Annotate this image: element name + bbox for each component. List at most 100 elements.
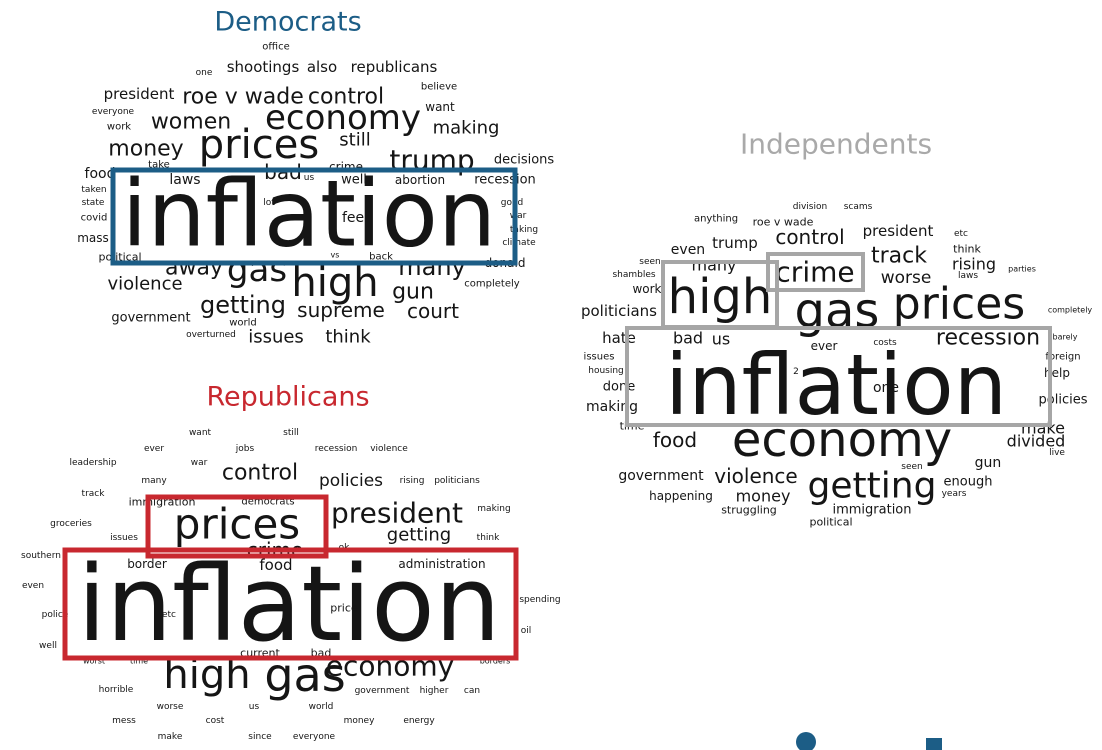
- cloud-word: think: [477, 533, 500, 543]
- cloud-word: live: [1049, 448, 1065, 458]
- cloud-word: government: [618, 468, 704, 484]
- cloud-word: southern: [21, 551, 61, 561]
- cloud-word: us: [304, 173, 315, 183]
- cloud-word: help: [1044, 366, 1070, 380]
- cloud-word: divided: [1007, 432, 1066, 451]
- cloud-word: overturned: [186, 330, 236, 340]
- cloud-word: gun: [392, 280, 434, 305]
- cloud-word: court: [407, 299, 459, 323]
- cloud-word: getting: [387, 525, 451, 546]
- cloud-word: control: [222, 461, 298, 486]
- decoration: [796, 732, 816, 750]
- cloud-word: government: [355, 686, 410, 696]
- cloud-word: think: [953, 243, 981, 256]
- cloud-word: violence: [714, 464, 797, 488]
- cloud-word: war: [191, 458, 208, 468]
- cloud-word: inflation: [122, 161, 496, 268]
- cloud-word: shambles: [612, 270, 655, 280]
- cloud-word: well: [39, 641, 57, 651]
- cloud-word: supreme: [297, 298, 385, 322]
- cloud-word: getting: [808, 466, 937, 507]
- cloud-word: take: [148, 160, 170, 171]
- cloud-word: decisions: [494, 153, 555, 168]
- cloud-word: economy: [326, 650, 454, 683]
- cloud-word: gun: [975, 455, 1002, 471]
- cloud-word: high: [291, 260, 378, 306]
- cloud-word: prices: [174, 500, 300, 549]
- cloud-word: high: [668, 269, 773, 325]
- cloud-word: time: [130, 657, 148, 666]
- cloud-word: barely: [1053, 333, 1078, 342]
- cloud-word: track: [871, 244, 927, 269]
- cloud-word: laws: [169, 172, 200, 188]
- cloud-word: track: [82, 489, 106, 499]
- cloud-title: Democrats: [214, 7, 361, 38]
- cloud-word: politicians: [434, 476, 480, 486]
- cloud-word: struggling: [721, 504, 777, 517]
- cloud-word: housing: [588, 366, 624, 376]
- cloud-word: believe: [421, 82, 457, 93]
- cloud-word: everyone: [293, 732, 336, 742]
- cloud-word: policies: [319, 471, 383, 491]
- cloud-word: women: [151, 110, 231, 135]
- cloud-word: worse: [881, 268, 932, 288]
- cloud-word: away: [165, 256, 223, 281]
- cloud-word: us: [249, 702, 260, 712]
- cloud-word: years: [942, 489, 967, 499]
- cloud-word: oil: [521, 626, 532, 636]
- cloud-word: making: [586, 399, 638, 415]
- cloud-word: enough: [944, 475, 993, 490]
- cloud-word: control: [308, 85, 384, 110]
- cloud-word: political: [98, 251, 141, 264]
- cloud-word: violence: [370, 444, 408, 454]
- cloud-word: world: [229, 318, 257, 329]
- cloud-word: well: [341, 173, 367, 188]
- cloud-word: money: [736, 487, 791, 506]
- cloud-word: also: [307, 58, 337, 76]
- cloud-word: back: [369, 252, 393, 263]
- cloud-word: recession: [474, 173, 536, 188]
- cloud-word: 2: [793, 367, 799, 377]
- cloud-word: happening: [649, 489, 713, 503]
- cloud-word: seen: [639, 257, 660, 267]
- cloud-word: even: [671, 242, 705, 258]
- cloud-word: want: [189, 428, 212, 438]
- cloud-word: anything: [694, 214, 738, 225]
- cloud-word: gas: [227, 250, 287, 290]
- cloud-word: ever: [811, 339, 838, 353]
- words: office one shootings also republicans believe…: [21, 42, 1092, 743]
- cloud-word: many: [141, 476, 167, 486]
- cloud-word: trump: [712, 234, 758, 252]
- cloud-word: since: [248, 732, 272, 742]
- cloud-word: economy: [265, 98, 421, 138]
- cloud-word: political: [809, 516, 852, 529]
- cloud-word: division: [793, 202, 827, 212]
- cloud-word: shootings: [227, 58, 300, 76]
- cloud-word: worse: [157, 702, 184, 712]
- cloud-word: democrats: [241, 497, 294, 508]
- highlight-box: [766, 252, 865, 292]
- cloud-word: money: [108, 137, 183, 162]
- cloud-word: prices: [893, 279, 1025, 330]
- cloud-word: rising: [400, 476, 425, 486]
- cloud-word: taking: [510, 225, 538, 235]
- cloud-word: can: [464, 686, 480, 696]
- cloud-title: Independents: [740, 128, 932, 161]
- cloud-word: higher: [420, 686, 449, 696]
- cloud-word: mess: [112, 716, 136, 726]
- cloud-word: police: [42, 610, 69, 620]
- cloud-word: borders: [480, 657, 511, 666]
- cloud-word: abortion: [395, 173, 445, 187]
- cloud-word: issues: [584, 352, 615, 363]
- highlight-box: [62, 547, 519, 661]
- cloud-word: border: [127, 557, 167, 571]
- cloud-word: jobs: [235, 444, 255, 454]
- cloud-word: making: [477, 504, 510, 514]
- cloud-word: president: [331, 497, 463, 530]
- cloud-word: economy: [732, 412, 952, 468]
- cloud-word: completely: [1048, 306, 1093, 315]
- cloud-word: covid: [81, 213, 108, 224]
- cloud-word: crime: [775, 256, 854, 289]
- decoration: [926, 738, 942, 750]
